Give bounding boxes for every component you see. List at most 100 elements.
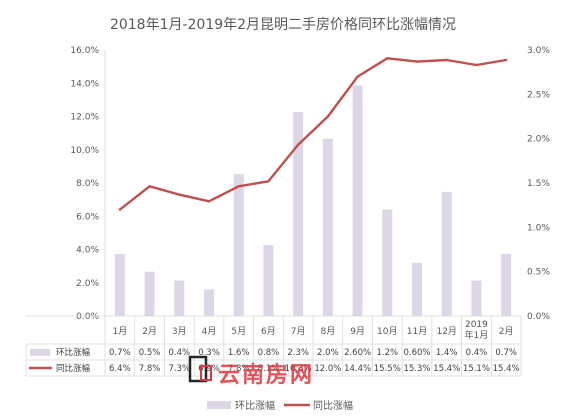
yoy-point xyxy=(415,60,419,63)
category-label: 9月 xyxy=(350,326,365,337)
left-axis-tick-label: 14.0% xyxy=(70,79,99,89)
yoy-value-cell: 14.4% xyxy=(344,364,371,374)
left-axis-tick-label: 2.0% xyxy=(76,279,99,289)
watermark: 云南房网 xyxy=(188,355,314,388)
left-axis-tick-label: 4.0% xyxy=(76,246,99,256)
yoy-point xyxy=(386,57,389,60)
yoy-value-cell: 8.1% xyxy=(258,364,280,374)
right-axis-tick-label: 1.0% xyxy=(527,223,550,233)
yoy-value-cell: 7.8% xyxy=(228,364,250,374)
table-series-name: 同比涨幅 xyxy=(56,363,91,374)
category-label: 1月 xyxy=(112,326,127,337)
mom-value-cell: 1.4% xyxy=(436,348,458,358)
category-label: 11月 xyxy=(407,326,427,337)
category-label: 7月 xyxy=(291,326,306,337)
mom-value-cell: 0.8% xyxy=(258,348,280,358)
mom-bar xyxy=(412,262,422,316)
mom-bar xyxy=(471,280,482,316)
yoy-point xyxy=(445,58,448,62)
watermark-logo-frame xyxy=(188,355,208,383)
mom-value-cell: 0.4% xyxy=(168,348,190,358)
chart-title: 2018年1月-2019年2月昆明二手房价格同环比涨幅情况 xyxy=(110,17,456,33)
left-axis-tick-label: 8.0% xyxy=(76,179,99,189)
mom-bar xyxy=(501,253,512,316)
table-key-bar xyxy=(30,349,50,356)
category-label: 2019 xyxy=(465,320,488,330)
yoy-line xyxy=(119,57,507,211)
mom-value-cell: 0.3% xyxy=(198,348,220,358)
yoy-value-cell: 15.5% xyxy=(374,364,401,374)
yoy-value-cell: 15.1% xyxy=(463,364,490,374)
mom-value-cell: 1.6% xyxy=(228,348,250,358)
line-series-yoy xyxy=(118,57,508,211)
right-axis-tick-label: 0.0% xyxy=(527,312,550,322)
right-axis-tick-label: 3.0% xyxy=(527,46,550,56)
category-label: 2月 xyxy=(499,326,514,337)
mom-bar xyxy=(204,289,214,316)
category-label: 年1月 xyxy=(465,329,489,341)
yoy-value-cell: 7.3% xyxy=(168,364,190,374)
yoy-value-cell: 15.4% xyxy=(493,364,520,374)
category-label: 8月 xyxy=(320,326,335,337)
yoy-point xyxy=(118,208,122,211)
yoy-value-cell: 10.3% xyxy=(285,364,312,374)
yoy-point xyxy=(475,63,478,67)
mom-bar xyxy=(293,112,304,316)
bar-series-mom xyxy=(114,85,512,316)
right-axis-tick-label: 0.5% xyxy=(527,268,550,278)
category-label: 12月 xyxy=(436,326,456,337)
mom-value-cell: 0.60% xyxy=(403,348,430,358)
yoy-point xyxy=(326,115,330,118)
yoy-point xyxy=(178,193,181,196)
legend-label: 同比涨幅 xyxy=(313,399,353,412)
mom-value-cell: 1.2% xyxy=(376,348,398,358)
mom-value-cell: 0.7% xyxy=(109,348,131,358)
yoy-point xyxy=(148,185,151,188)
yoy-value-cell: 6.4% xyxy=(109,364,131,374)
watermark-logo-mark xyxy=(200,365,212,381)
yoy-point xyxy=(207,200,211,203)
mom-value-cell: 2.60% xyxy=(344,348,371,358)
mom-bar xyxy=(144,271,155,316)
yoy-value-cell: 15.4% xyxy=(433,364,460,374)
category-label: 6月 xyxy=(261,326,276,337)
mom-bar xyxy=(352,85,363,316)
right-y-axis: 0.0% 0.5% 1.0% 1.5% 2.0% 2.5% 3.0% xyxy=(527,46,550,322)
yoy-value-cell: 7.8% xyxy=(139,364,161,374)
category-label: 4月 xyxy=(202,326,217,337)
legend: 环比涨幅 同比涨幅 xyxy=(207,399,353,412)
left-axis-tick-label: 10.0% xyxy=(70,146,99,156)
yoy-point xyxy=(296,143,300,146)
yoy-value-cell: 6.9% xyxy=(198,364,220,374)
mom-value-cell: 0.4% xyxy=(466,348,488,358)
legend-bar-swatch xyxy=(207,401,231,409)
yoy-value-cell: 15.3% xyxy=(403,364,430,374)
mom-value-cell: 2.3% xyxy=(287,348,309,358)
left-axis-tick-label: 16.0% xyxy=(70,46,99,56)
mom-bar xyxy=(382,209,393,316)
category-label: 5月 xyxy=(231,326,246,337)
yoy-point xyxy=(504,58,508,62)
right-axis-tick-label: 2.0% xyxy=(527,135,550,145)
yoy-point xyxy=(267,180,270,183)
left-y-axis: 0.0% 2.0% 4.0% 6.0% 8.0% 10.0% 12.0% 14.0% 16.0% xyxy=(70,46,99,322)
yoy-value-cell: 12.0% xyxy=(314,364,341,374)
yoy-point xyxy=(237,185,240,188)
mom-bar xyxy=(114,253,125,316)
mom-value-cell: 0.7% xyxy=(495,348,517,358)
mom-value-cell: 0.5% xyxy=(139,348,161,358)
category-label: 2月 xyxy=(142,326,157,337)
mom-bar xyxy=(263,245,274,316)
category-label: 3月 xyxy=(172,326,187,337)
left-axis-tick-label: 12.0% xyxy=(70,113,99,123)
mom-bar xyxy=(441,191,452,316)
left-axis-tick-label: 6.0% xyxy=(76,212,99,222)
left-axis-tick-label: 0.0% xyxy=(76,312,99,322)
watermark-text: 云南房网 xyxy=(218,362,314,388)
category-label: 10月 xyxy=(377,326,397,337)
table-series-name: 环比涨幅 xyxy=(56,347,91,358)
right-axis-tick-label: 1.5% xyxy=(527,179,550,189)
mom-bar xyxy=(233,174,244,316)
